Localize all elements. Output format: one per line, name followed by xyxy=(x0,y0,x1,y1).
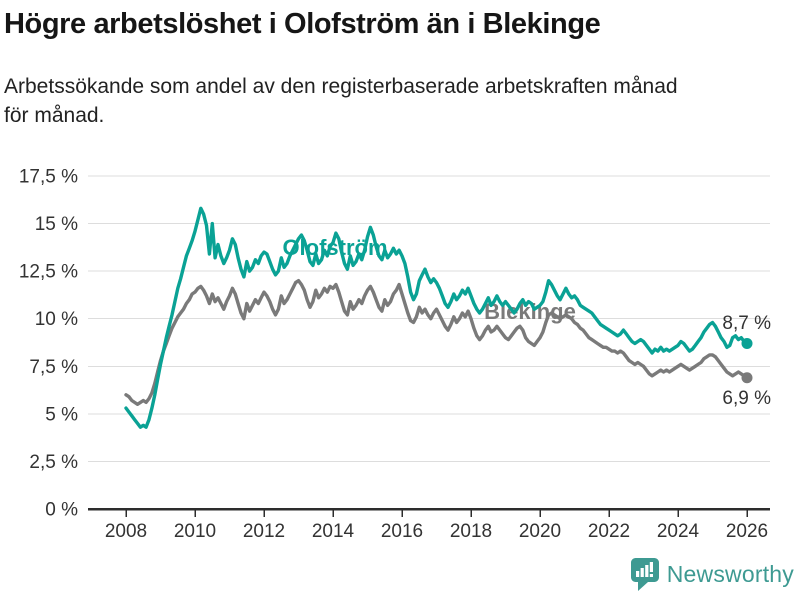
series-end-dot-blekinge xyxy=(741,372,753,384)
logo-exclamation-dot xyxy=(649,574,653,577)
x-tick-label: 2022 xyxy=(588,521,630,542)
y-tick-label: 15 % xyxy=(35,214,78,235)
series-line-blekinge xyxy=(124,279,749,406)
x-tick-label: 2016 xyxy=(381,521,423,542)
x-tick-label: 2020 xyxy=(519,521,561,542)
logo-exclamation-stem xyxy=(649,562,653,572)
x-tick-label: 2024 xyxy=(657,521,700,542)
series-end-value-label: 6,9 % xyxy=(722,388,771,409)
series-end-value-label: 8,7 % xyxy=(722,313,771,334)
series-name-label-olofström: Olofström xyxy=(282,235,387,260)
y-tick-label: 0 % xyxy=(45,500,78,521)
newsworthy-logo-icon xyxy=(630,558,659,591)
x-tick-label: 2012 xyxy=(243,521,285,542)
y-tick-label: 17,5 % xyxy=(19,167,78,188)
footer-brand[interactable]: Newsworthy xyxy=(630,557,794,592)
x-tick-label: 2010 xyxy=(174,521,216,542)
y-tick-label: 7,5 % xyxy=(29,357,78,378)
x-tick-label: 2008 xyxy=(105,521,147,542)
chart-subtitle: Arbetssökande som andel av den registerb… xyxy=(4,72,794,130)
y-tick-label: 12,5 % xyxy=(19,262,78,283)
x-tick-label: 2026 xyxy=(726,521,768,542)
newsworthy-wordmark: Newsworthy xyxy=(666,561,794,587)
page-title: Högre arbetslöshet i Olofström än i Blek… xyxy=(4,8,601,40)
logo-bar-3 xyxy=(644,565,649,577)
y-tick-label: 2,5 % xyxy=(29,452,78,473)
logo-bar-1 xyxy=(635,571,639,577)
y-tick-label: 10 % xyxy=(35,309,78,330)
subtitle-line-1: Arbetssökande som andel av den registerb… xyxy=(4,75,678,98)
y-tick-label: 5 % xyxy=(45,404,78,425)
logo-bar-2 xyxy=(640,568,644,577)
series-line-olofström xyxy=(124,206,749,429)
x-tick-label: 2014 xyxy=(312,521,355,542)
series-end-dot-olofström xyxy=(741,337,753,349)
logo-bubble-shape xyxy=(630,558,659,591)
subtitle-line-2: för månad. xyxy=(4,104,105,127)
x-tick-label: 2018 xyxy=(450,521,492,542)
